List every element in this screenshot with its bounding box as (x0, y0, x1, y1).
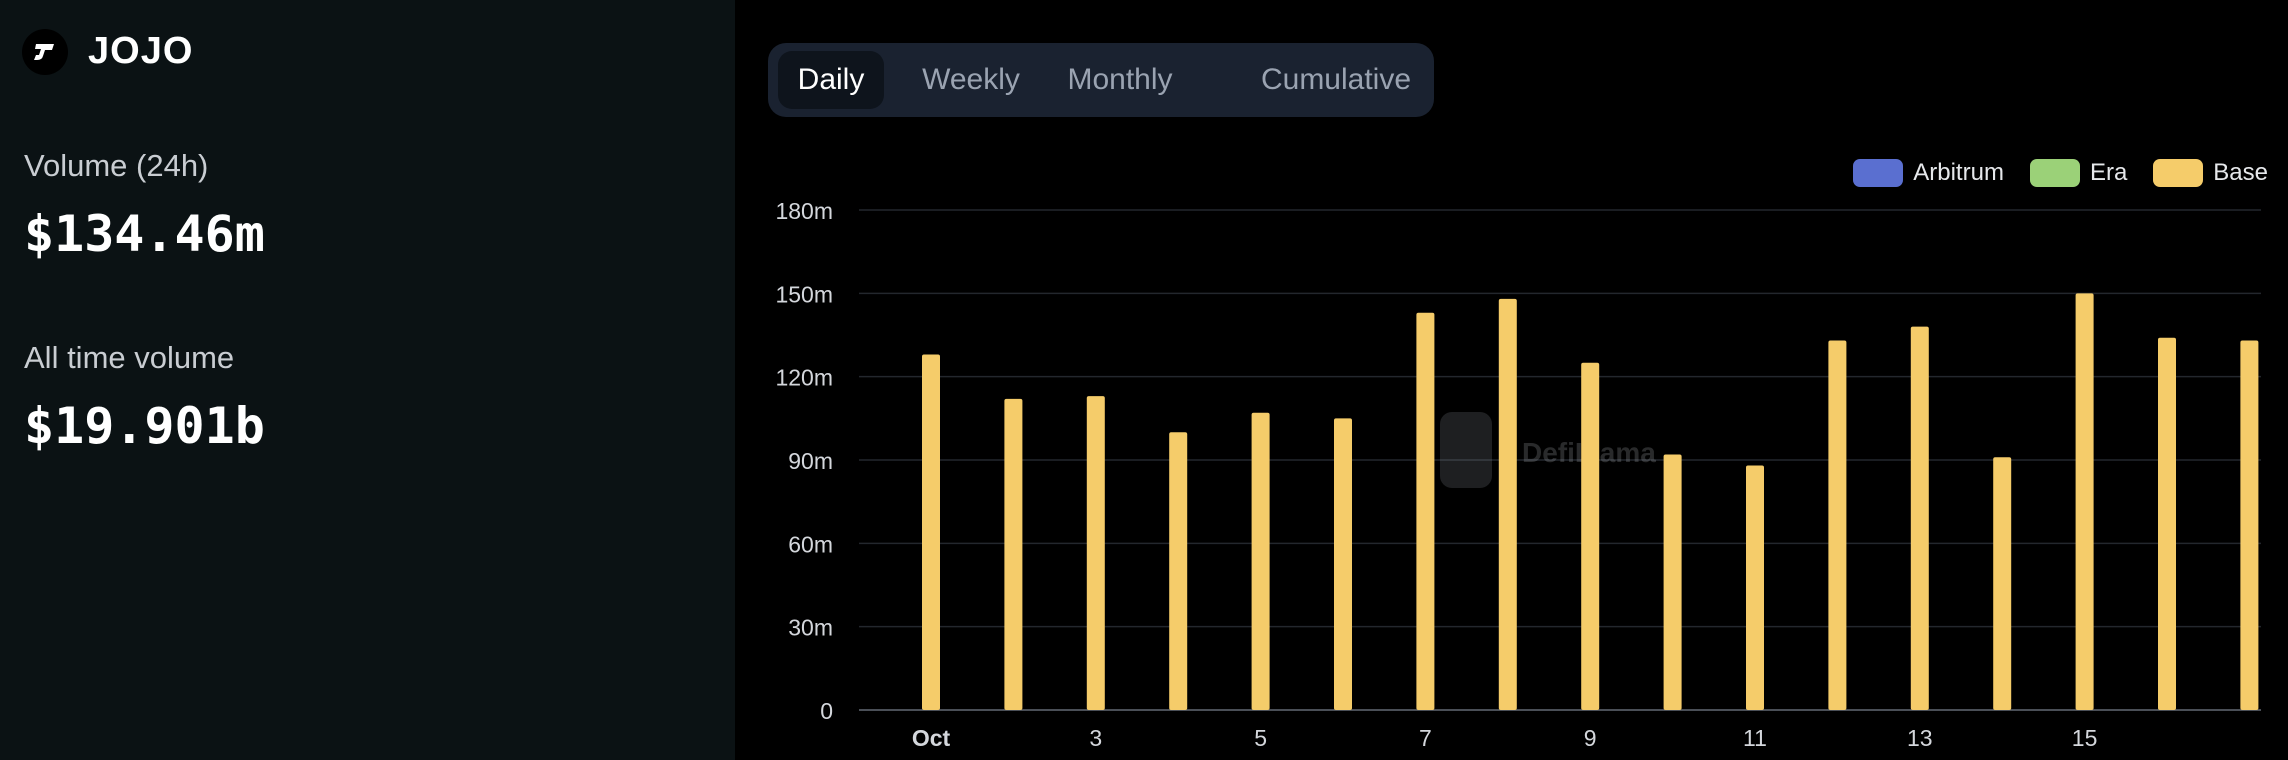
y-tick-label: 60m (788, 531, 833, 557)
bar-base[interactable]: Oct 15 Base: 150m (2075, 293, 2094, 710)
y-axis: 0 30m 60m 90m 120m 150m 180m (775, 198, 833, 724)
legend-label-era: Era (2089, 159, 2128, 186)
bar-base[interactable]: Oct 10 Base: 92m (1663, 454, 1682, 710)
bar-base[interactable]: Oct 5 Base: 107m (1251, 412, 1270, 710)
bar-base[interactable]: Oct 3 Base: 113m (1086, 396, 1105, 710)
daily-volume-chart: DefiLlama Oct 1 Base: 128m Oct 2 Base: 11… (775, 198, 2261, 751)
bar-base[interactable]: Oct 14 Base: 91m (1993, 457, 2012, 710)
jojo-logo-icon (22, 29, 68, 75)
chart-bars: Oct 1 Base: 128m Oct 2 Base: 112m Oct 3 Ba… (922, 293, 2259, 710)
y-tick-label: 30m (788, 615, 833, 641)
bar-base[interactable]: Oct 16 Base: 134m (2158, 337, 2176, 710)
bar-base[interactable]: Oct 11 Base: 88m (1746, 465, 1764, 710)
x-tick-label: 5 (1254, 725, 1267, 751)
legend-item-base[interactable]: Base (2153, 159, 2268, 187)
tab-monthly[interactable]: Monthly (1067, 63, 1173, 96)
x-tick-label: 15 (2072, 725, 2098, 751)
x-tick-label: 3 (1089, 725, 1102, 751)
llama-logo-icon (1440, 412, 1492, 488)
x-tick-label: 13 (1907, 725, 1933, 751)
x-tick-label: Oct (912, 725, 951, 751)
defillama-watermark: DefiLlama (1440, 412, 1656, 488)
legend-label-arbitrum: Arbitrum (1913, 159, 2004, 186)
bar-base[interactable]: Oct 13 Base: 138m (1910, 326, 1929, 710)
y-tick-label: 180m (775, 198, 833, 224)
bar-base[interactable]: Oct 12 Base: 133m (1828, 340, 1847, 710)
protocol-summary-panel: JOJO Volume (24h) $134.46m All time volu… (0, 0, 735, 760)
bar-base[interactable]: Oct 17 Base: 133m (2240, 340, 2259, 710)
bar-base[interactable]: Oct 2 Base: 112m (1004, 398, 1023, 710)
tab-cumulative[interactable]: Cumulative (1260, 63, 1412, 96)
legend-item-arbitrum[interactable]: Arbitrum (1853, 159, 2004, 187)
bar-base[interactable]: Oct 1 Base: 128m (922, 354, 940, 710)
legend-swatch-era (2029, 159, 2080, 187)
tab-weekly[interactable]: Weekly (922, 63, 1020, 96)
bar-base[interactable]: Oct 6 Base: 105m (1334, 418, 1352, 710)
period-tabs: Daily Weekly Monthly Cumulative (768, 43, 1434, 117)
bar-base[interactable]: Oct 7 Base: 143m (1416, 312, 1435, 710)
legend-swatch-base (2153, 159, 2204, 187)
tab-daily[interactable]: Daily (778, 51, 884, 109)
y-tick-label: 150m (775, 281, 833, 307)
chart-legend: Arbitrum Era Base (1827, 157, 2268, 189)
bar-base[interactable]: Oct 8 Base: 148m (1498, 298, 1517, 710)
all-time-volume-label: All time volume (24, 340, 235, 375)
legend-swatch-arbitrum (1853, 159, 1904, 187)
app-name: JOJO (88, 30, 194, 72)
x-tick-label: 11 (1743, 725, 1767, 751)
bar-base[interactable]: Oct 4 Base: 100m (1169, 432, 1188, 710)
x-axis: Oct 3 5 7 9 11 13 15 (912, 725, 2098, 751)
volume-24h-label: Volume (24h) (24, 148, 209, 183)
legend-label-base: Base (2213, 159, 2268, 186)
y-tick-label: 0 (820, 698, 833, 724)
x-tick-label: 9 (1584, 725, 1597, 751)
y-tick-label: 120m (775, 365, 833, 391)
y-tick-label: 90m (788, 448, 833, 474)
x-tick-label: 7 (1419, 725, 1432, 751)
volume-24h-value: $134.46m (24, 205, 265, 263)
legend-item-era[interactable]: Era (2029, 159, 2128, 187)
all-time-volume-value: $19.901b (24, 397, 265, 455)
bar-base[interactable]: Oct 9 Base: 125m (1581, 362, 1600, 710)
